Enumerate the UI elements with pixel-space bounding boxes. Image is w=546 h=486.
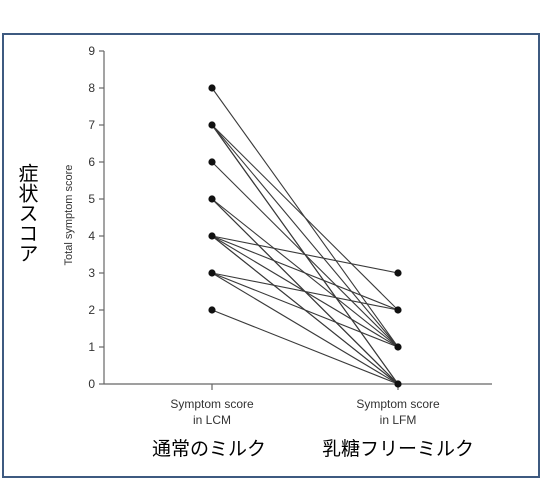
- x-category-label: Symptom score: [170, 397, 254, 411]
- data-point: [208, 158, 216, 166]
- data-point: [208, 195, 216, 203]
- y-tick-label: 2: [88, 303, 95, 317]
- series-lines: [211, 87, 399, 385]
- y-axis-label-jp: 症状スコア: [15, 163, 39, 263]
- data-point: [208, 306, 216, 314]
- y-axis-label: Total symptom score: [63, 165, 75, 266]
- x-category-label: in LFM: [380, 413, 417, 427]
- data-point: [394, 380, 402, 388]
- y-tick-label: 1: [88, 340, 95, 354]
- series-line: [211, 272, 399, 311]
- series-line: [211, 235, 399, 311]
- series-line: [211, 272, 399, 348]
- y-tick-label: 4: [88, 229, 95, 243]
- category-labels: Symptom score in LCM Symptom score in LFM: [170, 397, 440, 427]
- x-category-label: Symptom score: [356, 397, 440, 411]
- data-point: [394, 269, 402, 277]
- data-point: [208, 232, 216, 240]
- y-tick-label: 3: [88, 266, 95, 280]
- y-tick-labels: 0 1 2 3 4 5 6 7 8 9: [88, 44, 95, 391]
- series-line: [211, 124, 399, 311]
- y-tick-label: 0: [88, 377, 95, 391]
- data-points: [208, 84, 402, 388]
- data-point: [208, 269, 216, 277]
- series-line: [211, 235, 399, 274]
- y-tick-label: 9: [88, 44, 95, 58]
- data-point: [208, 121, 216, 129]
- y-tick-label: 6: [88, 155, 95, 169]
- series-line: [211, 124, 399, 348]
- y-tick-label: 8: [88, 81, 95, 95]
- data-point: [208, 84, 216, 92]
- category-label-jp-lfm: 乳糖フリーミルク: [322, 438, 475, 460]
- series-line: [211, 309, 399, 385]
- chart-frame: [2, 33, 540, 478]
- series-line: [211, 272, 399, 385]
- data-point: [394, 343, 402, 351]
- data-point: [394, 306, 402, 314]
- axes: [99, 50, 492, 390]
- category-label-jp-lcm: 通常のミルク: [152, 438, 267, 460]
- x-category-label: in LCM: [193, 413, 231, 427]
- y-tick-label: 5: [88, 192, 95, 206]
- y-tick-label: 7: [88, 118, 95, 132]
